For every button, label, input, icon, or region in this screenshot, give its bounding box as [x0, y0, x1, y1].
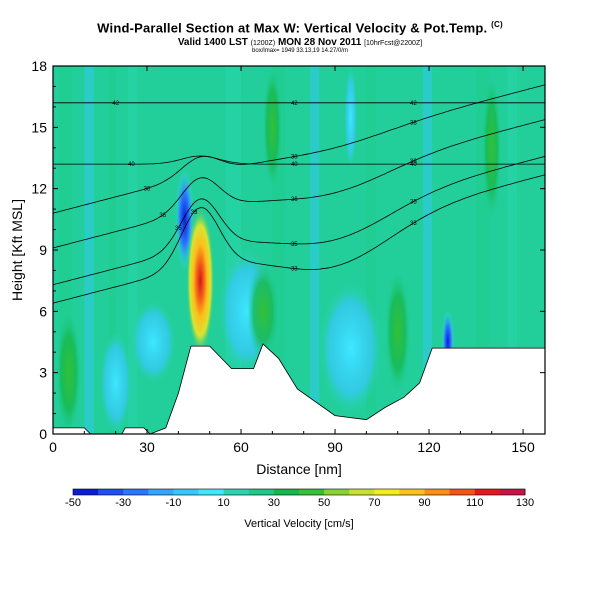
- colorbar-tick-4: 30: [268, 497, 280, 509]
- y-tick-label-2: 6: [39, 303, 47, 319]
- colorbar-swatch-13: [399, 489, 425, 495]
- theta-contour-36: [53, 119, 545, 249]
- theta-label-35-2: 35: [410, 200, 417, 206]
- x-tick-label-4: 120: [417, 439, 441, 455]
- wave-band-1: [84, 66, 94, 434]
- colorbar-tick-5: 50: [318, 497, 330, 509]
- theta-label-40-0: 40: [128, 162, 135, 168]
- theta-label-36-2: 36: [410, 159, 417, 165]
- colorbar-swatch-0: [73, 489, 99, 495]
- colorbar-swatch-2: [123, 489, 149, 495]
- theta-label-38-2: 38: [410, 120, 417, 126]
- updraft-cell-east: [385, 270, 411, 394]
- theta-label-33-1: 33: [291, 267, 298, 273]
- wave-band-3: [128, 66, 138, 434]
- colorbar-swatch-11: [349, 489, 375, 495]
- colorbar-swatch-15: [449, 489, 476, 495]
- theta-label-33-0: 33: [191, 210, 198, 216]
- colorbar-swatch-4: [173, 489, 199, 495]
- theta-label-42-2: 42: [410, 101, 417, 107]
- colorbar-swatch-8: [273, 489, 300, 495]
- colorbar-title: Vertical Velocity [cm/s]: [244, 518, 353, 530]
- theta-label-35-1: 35: [291, 242, 298, 248]
- x-tick-label-2: 60: [233, 439, 249, 455]
- updraft-cell-mid: [247, 262, 279, 361]
- colorbar: -50 -30 -10 10 30 50 70 90 110 130: [65, 488, 534, 509]
- colorbar-swatch-7: [248, 489, 275, 495]
- y-tick-label-5: 15: [31, 119, 47, 135]
- theta-label-36-1: 36: [291, 197, 298, 203]
- y-tick-label-3: 9: [39, 242, 47, 258]
- theta-contour-40: [53, 155, 545, 165]
- colorbar-swatch-10: [324, 489, 350, 495]
- colorbar-swatch-16: [474, 489, 501, 495]
- colorbar-tick-1: -30: [115, 497, 131, 509]
- theta-contour-33: [53, 174, 545, 304]
- downdraft-cell-west: [131, 301, 176, 383]
- x-axis-title: Distance [nm]: [256, 461, 342, 477]
- colorbar-swatch-3: [148, 489, 174, 495]
- theta-label-38-0: 38: [144, 186, 151, 192]
- wave-band-10: [507, 66, 517, 434]
- run-info: box/lmax= 1949 33.13,19 14.27/0/m: [252, 48, 348, 54]
- x-tick-label-5: 150: [511, 439, 535, 455]
- colorbar-swatch-9: [299, 489, 325, 495]
- theta-contour-35: [53, 156, 545, 286]
- subtitle-utc: (1200Z): [250, 40, 276, 47]
- downdraft-cell-lowwest: [100, 331, 132, 434]
- wave-band-8: [422, 66, 433, 434]
- theta-contour-38: [53, 84, 545, 214]
- title-mark: (C): [491, 20, 503, 29]
- colorbar-tick-6: 70: [368, 497, 380, 509]
- theta-label-42-0: 42: [112, 101, 119, 107]
- y-axis-title: Height [Kft MSL]: [9, 199, 25, 301]
- theta-label-36-0: 36: [159, 213, 166, 219]
- y-tick-label-0: 0: [39, 426, 47, 442]
- chart-title: Wind-Parallel Section at Max W: Vertical…: [0, 20, 600, 35]
- colorbar-frame: [72, 488, 526, 496]
- colorbar-swatch-14: [424, 489, 451, 495]
- y-tick-label-4: 12: [31, 181, 47, 197]
- theta-label-35-0: 35: [175, 226, 182, 232]
- updraft-maximum: [186, 207, 215, 355]
- colorbar-tick-8: 110: [466, 497, 484, 509]
- subtitle-date: MON 28 Nov 2011: [277, 37, 362, 48]
- downdraft-cell-mid2: [319, 282, 383, 414]
- y-tick-label-1: 3: [39, 365, 47, 381]
- updraft-cell-edge: [56, 311, 82, 434]
- theta-label-38-1: 38: [291, 155, 298, 161]
- colorbar-tick-7: 90: [418, 497, 430, 509]
- wave-band-6: [309, 66, 320, 434]
- wave-band-2: [109, 66, 116, 434]
- upper-cell-1: [344, 66, 357, 169]
- colorbar-tick-9: 130: [516, 497, 534, 509]
- subtitle-text: Valid 1400 LST: [177, 37, 248, 48]
- x-tick-label-1: 30: [139, 439, 155, 455]
- chart-subtitle: Valid 1400 LST (1200Z) MON 28 Nov 2011 […: [0, 37, 600, 48]
- theta-label-42-1: 42: [291, 101, 298, 107]
- theta-label-33-2: 33: [410, 221, 417, 227]
- colorbar-tick-0: -50: [65, 497, 81, 509]
- upper-cell-3: [262, 66, 282, 189]
- x-tick-label-0: 0: [49, 439, 57, 455]
- colorbar-tick-3: 10: [218, 497, 230, 509]
- theta-label-40-1: 40: [291, 162, 298, 168]
- colorbar-swatch-1: [98, 489, 124, 495]
- x-tick-label-3: 90: [327, 439, 343, 455]
- colorbar-swatch-12: [374, 489, 400, 495]
- terrain: [53, 343, 545, 434]
- y-tick-label-6: 18: [31, 58, 47, 74]
- colorbar-swatch-6: [223, 489, 250, 495]
- colorbar-swatch-5: [198, 489, 225, 495]
- subtitle-forecast: [10hrFcst@2200Z]: [364, 40, 423, 47]
- colorbar-swatch-17: [499, 489, 526, 495]
- theta-label-40-2: 40: [410, 162, 417, 168]
- title-text: Wind-Parallel Section at Max W: Vertical…: [97, 20, 488, 36]
- colorbar-tick-2: -10: [165, 497, 181, 509]
- upper-cell-2: [482, 76, 502, 220]
